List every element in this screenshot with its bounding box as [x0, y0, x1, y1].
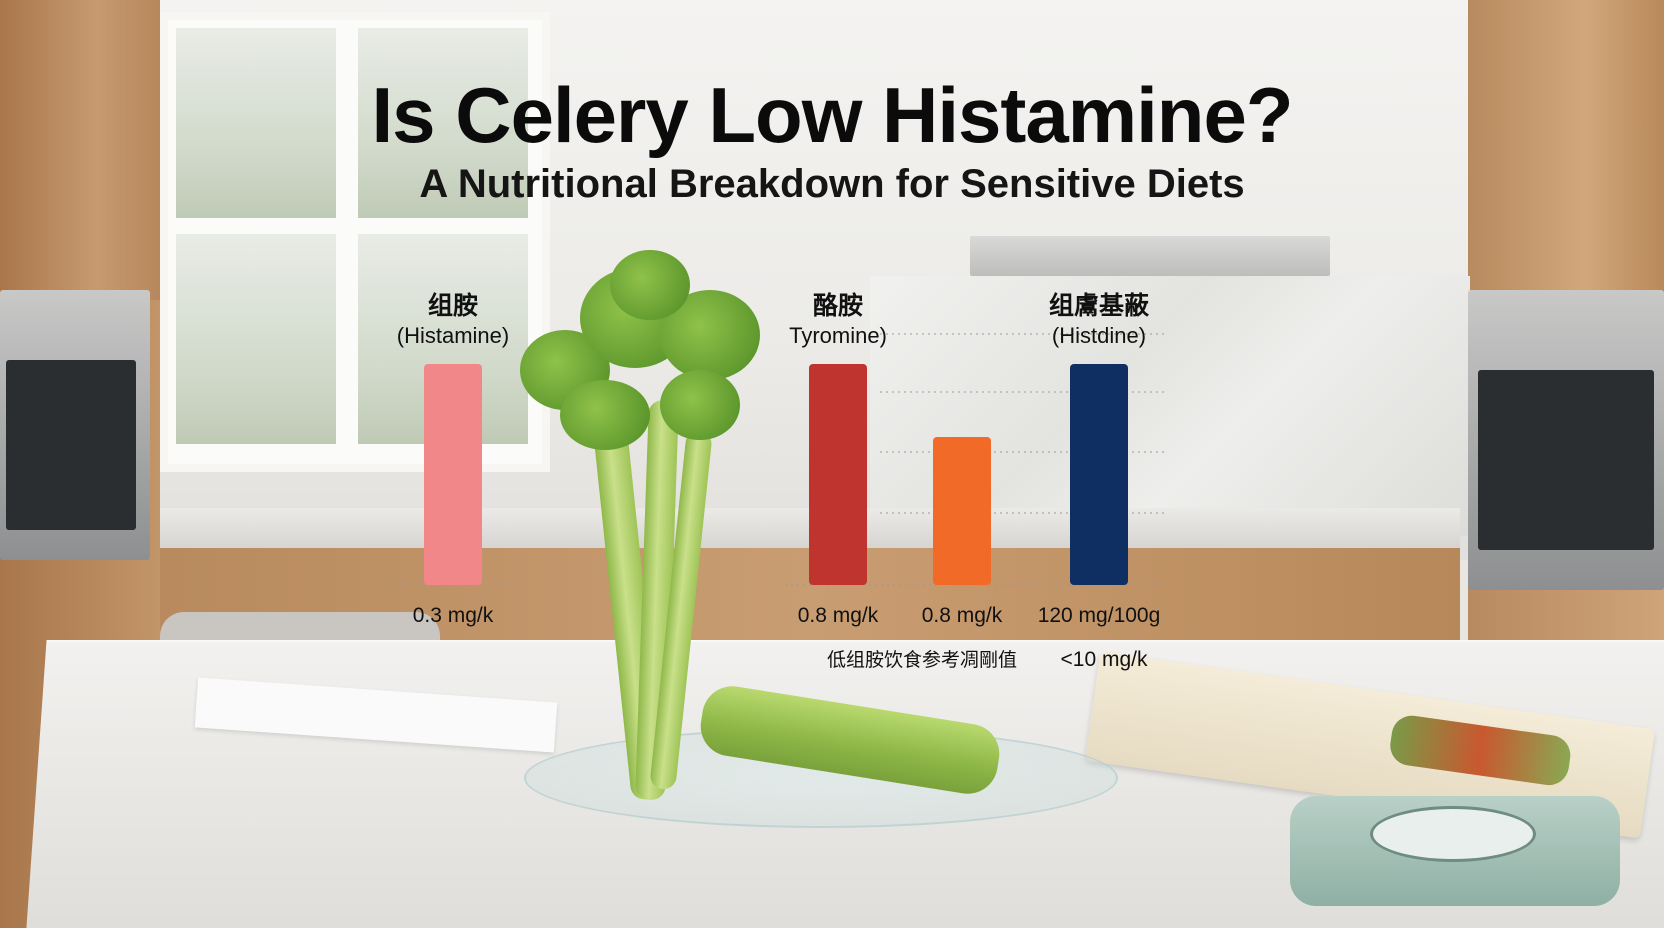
- kitchen-scale: [1290, 796, 1620, 906]
- value-label-0: 0.3 mg/k: [413, 604, 494, 627]
- bar-0: [424, 364, 482, 585]
- oven-left: [0, 290, 150, 560]
- category-label-en-0: (Histamine): [397, 323, 509, 348]
- upper-cabinet-right: [1468, 0, 1664, 300]
- category-label-en-1: Tyromine): [789, 323, 887, 348]
- reference-value: <10 mg/k: [1061, 648, 1148, 671]
- reference-label: 低组胺饮食参考凋剛值: [827, 649, 1017, 671]
- value-label-1: 0.8 mg/k: [798, 604, 879, 627]
- oven-right: [1468, 290, 1664, 590]
- category-label-cn-0: 组胺: [428, 291, 478, 320]
- bar-2: [933, 437, 991, 585]
- chart-labels: 组胺 (Histamine) 0.3 mg/k 酪胺 Tyromine) 0.8 mg/k…: [397, 291, 1161, 671]
- page-title: Is Celery Low Histamine?: [371, 71, 1294, 159]
- bar-3: [1070, 364, 1128, 585]
- category-label-cn-3: 组鬳基蔽: [1049, 291, 1150, 320]
- value-label-3: 120 mg/100g: [1038, 604, 1161, 627]
- range-hood: [970, 236, 1330, 276]
- category-label-en-3: (Histdine): [1052, 323, 1146, 348]
- value-label-2: 0.8 mg/k: [922, 604, 1003, 627]
- category-label-cn-1: 酪胺: [813, 291, 863, 320]
- kitchen-window: [160, 12, 550, 472]
- page-subtitle: A Nutritional Breakdown for Sensitive Di…: [419, 162, 1245, 206]
- bar-1: [809, 364, 867, 585]
- upper-cabinet-left: [0, 0, 160, 300]
- chart-gridlines: [393, 333, 1168, 586]
- chart-bars: [424, 364, 1128, 585]
